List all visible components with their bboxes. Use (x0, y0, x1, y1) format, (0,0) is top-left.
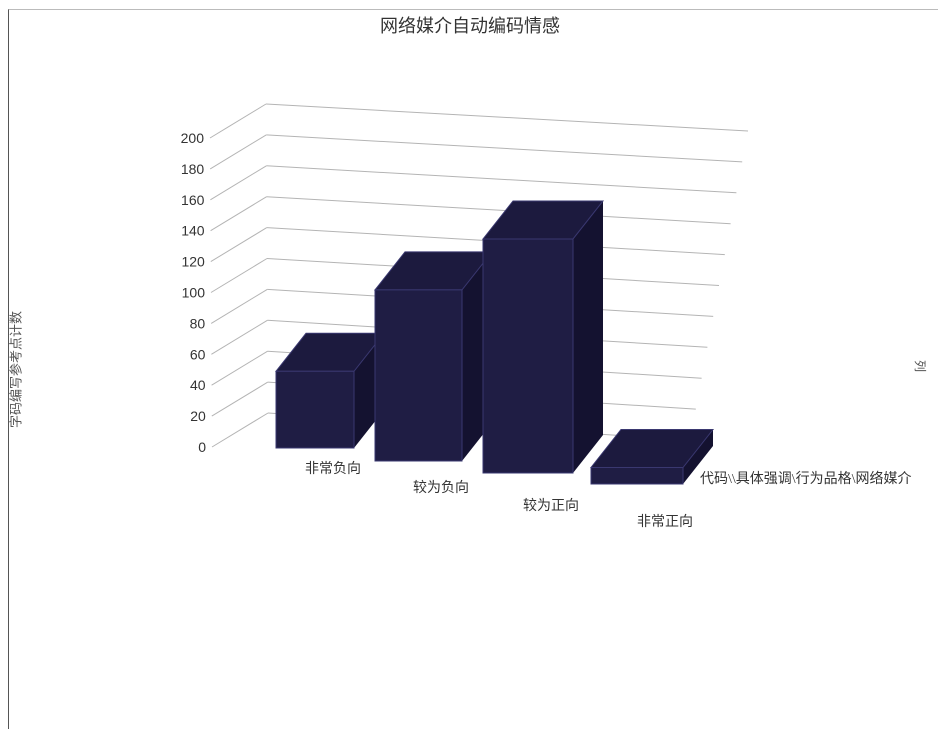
gridline-side (210, 288, 268, 324)
depth-axis-label: 代码\\具体强调\行为品格\网络媒介 (700, 471, 912, 487)
bar-1 (274, 332, 386, 449)
y-tick-label: 60 (190, 346, 206, 362)
gridline-side (210, 227, 268, 263)
y-tick-label: 160 (181, 192, 205, 208)
bar-side-face (683, 429, 713, 484)
category-label: 较为负向 (413, 480, 469, 496)
gridline-side (209, 134, 267, 170)
category-label: 非常正向 (637, 514, 693, 530)
y-tick-label: 180 (181, 161, 205, 177)
gridline-back (266, 165, 737, 194)
y-tick-label: 120 (181, 254, 205, 270)
category-label: 较为正向 (523, 498, 579, 514)
y-tick-label: 0 (198, 439, 206, 455)
gridline-side (211, 319, 268, 355)
gridline-back (266, 134, 743, 163)
y-tick-label: 40 (190, 377, 206, 393)
bar-front-face (275, 370, 355, 449)
gridline-side (210, 258, 268, 293)
gridline-back (266, 196, 731, 225)
y-tick-label: 200 (181, 130, 205, 146)
gridline-side (211, 350, 268, 386)
bar-side-face (573, 200, 603, 473)
bar-2 (373, 251, 494, 462)
y-tick-label: 80 (190, 315, 206, 331)
bar-3 (481, 200, 605, 474)
category-label: 非常负向 (305, 461, 361, 477)
bar-front-face (374, 289, 463, 462)
y-tick-label: 100 (182, 285, 206, 301)
y-tick-label: 140 (181, 223, 205, 239)
gridline-side (211, 412, 269, 448)
gridline-side (209, 103, 267, 139)
gridline-side (211, 381, 269, 417)
chart-frame (8, 9, 938, 729)
y-tick-label: 20 (190, 408, 206, 424)
bars (274, 200, 715, 485)
gridline-side (210, 196, 267, 232)
gridline-side (210, 165, 267, 201)
bar-front-face (590, 467, 684, 485)
bar-4 (589, 429, 715, 485)
chart-title: 网络媒介自动编码情感 (380, 16, 560, 37)
y-axis-ticks: 0 20 40 60 80 100 120 140 160 180 200 (181, 130, 207, 455)
gridline-back (265, 103, 749, 132)
bar-front-face (482, 238, 574, 474)
